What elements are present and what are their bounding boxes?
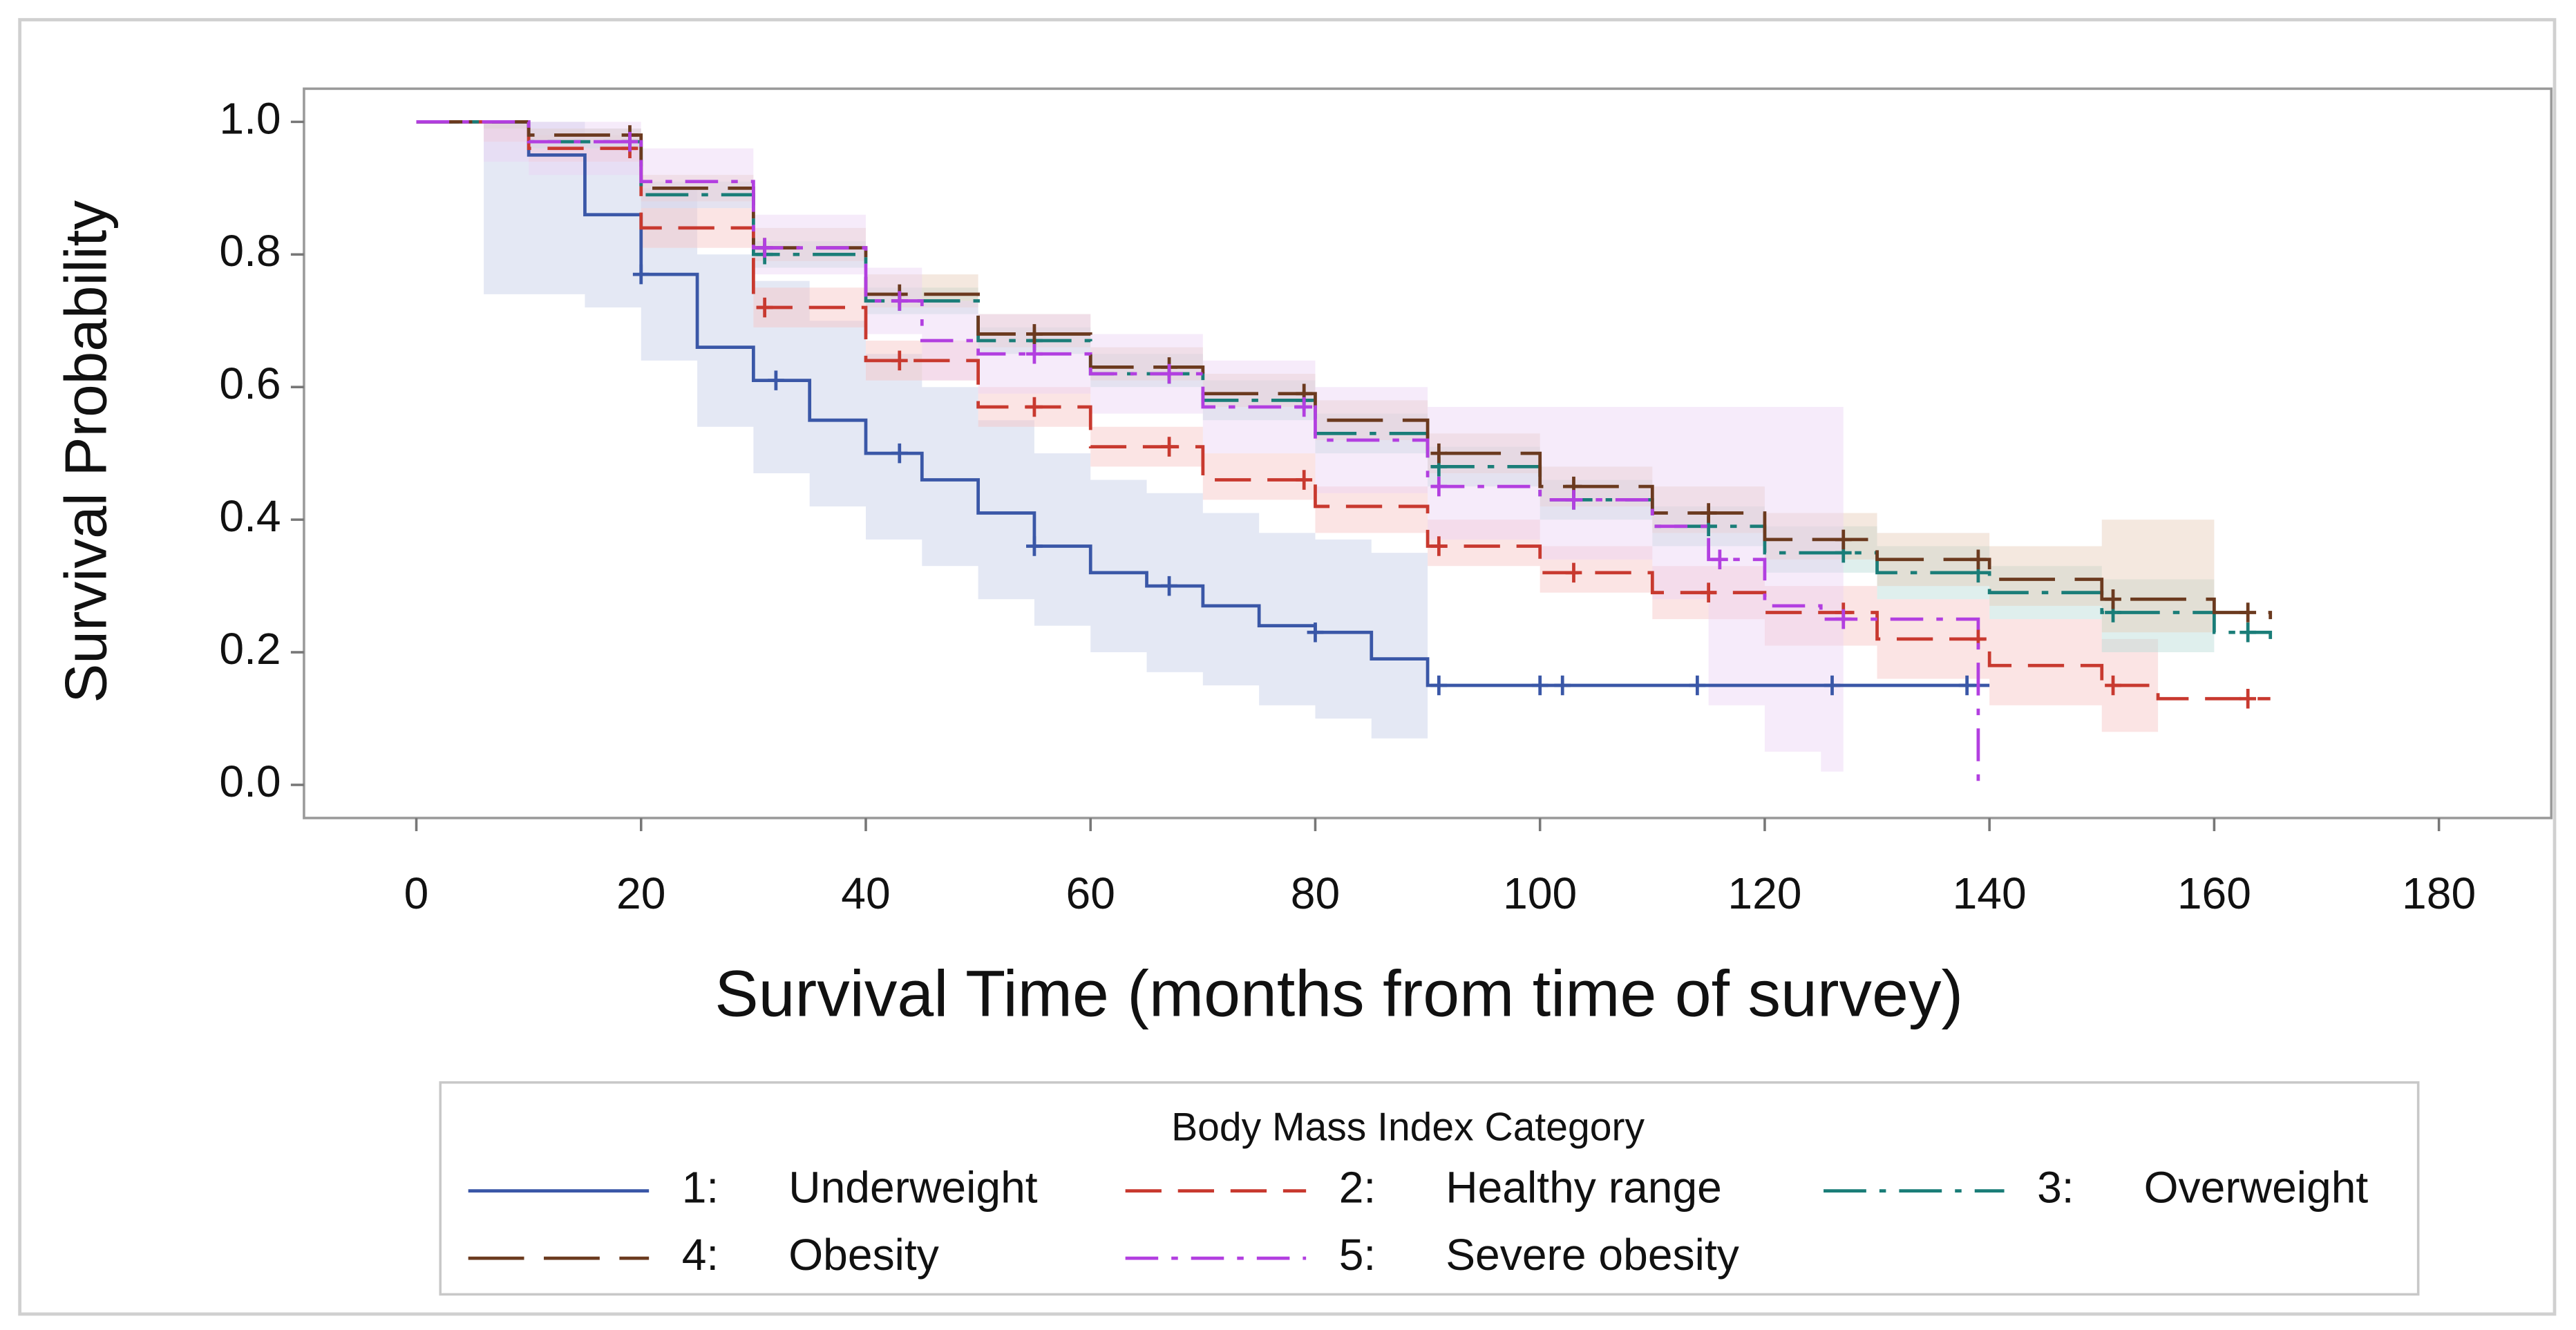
legend-key: 1:	[682, 1163, 719, 1213]
censor-mark	[1161, 437, 1177, 457]
x-tick-label: 100	[1503, 868, 1577, 918]
censor-mark	[756, 297, 773, 318]
legend-title: Body Mass Index Category	[1171, 1105, 1645, 1150]
survival-curve	[416, 120, 2273, 639]
censor-mark	[2239, 688, 2257, 709]
censor-mark	[1026, 324, 1043, 344]
y-tick-label: 0.6	[219, 359, 281, 408]
censor-mark	[1970, 549, 1987, 569]
censor-mark	[1161, 363, 1177, 384]
plot-frame	[303, 87, 2553, 819]
censor-mark	[1430, 443, 1448, 464]
confidence-band	[484, 122, 2215, 686]
censor-mark	[1161, 576, 1177, 596]
censor-mark	[1531, 675, 1549, 696]
censor-mark	[1296, 470, 1313, 490]
censor-mark	[1700, 503, 1717, 523]
censor-mark	[1835, 609, 1852, 629]
x-tick-label: 40	[841, 868, 890, 918]
censor-mark	[1824, 675, 1841, 696]
x-tick-label: 140	[1953, 868, 2027, 918]
censor-mark	[756, 238, 773, 258]
censor-mark	[1689, 675, 1706, 696]
bands	[484, 122, 2215, 772]
censor-mark	[2239, 602, 2257, 623]
censor-mark	[891, 443, 908, 464]
legend-label: Underweight	[788, 1163, 1038, 1213]
legend-box	[439, 1081, 2420, 1296]
legend-key: 2:	[1339, 1163, 1376, 1213]
x-tick-label: 60	[1066, 868, 1115, 918]
censor-mark	[891, 350, 908, 371]
censor-mark	[1565, 490, 1582, 510]
confidence-band	[484, 122, 2215, 659]
censor-mark	[632, 264, 650, 285]
survival-curve	[416, 120, 2273, 620]
y-tick-label: 0.4	[219, 491, 281, 541]
censor-mark	[1430, 675, 1448, 696]
censor-mark	[1296, 397, 1313, 417]
censor-mark	[621, 131, 638, 152]
x-tick-label: 180	[2402, 868, 2476, 918]
censor-mark	[2105, 589, 2121, 609]
censor-mark	[1711, 549, 1728, 569]
censor-mark	[1565, 562, 1582, 583]
censor-mark	[1958, 675, 1976, 696]
y-axis-label: Survival Probability	[53, 200, 119, 703]
legend-label: Obesity	[788, 1230, 939, 1280]
x-tick-label: 80	[1291, 868, 1340, 918]
legend-label: Healthy range	[1446, 1163, 1722, 1213]
censor-mark	[768, 370, 784, 390]
x-tick-label: 160	[2177, 868, 2251, 918]
y-tick-label: 0.2	[219, 624, 281, 674]
legend-label: Severe obesity	[1446, 1230, 1739, 1280]
censor-mark	[1430, 536, 1448, 556]
x-tick-label: 20	[616, 868, 665, 918]
censor-mark	[1700, 582, 1717, 602]
confidence-band	[484, 122, 1844, 772]
legend-label: Overweight	[2144, 1163, 2369, 1213]
y-tick-label: 0.0	[219, 757, 281, 806]
survival-curve	[416, 120, 2271, 701]
censor-mark	[2105, 675, 2121, 696]
censor-mark	[1554, 675, 1571, 696]
x-axis-label: Survival Time (months from time of surve…	[714, 958, 1963, 1031]
y-tick-label: 1.0	[219, 93, 281, 143]
x-tick-label: 120	[1727, 868, 1801, 918]
confidence-band	[484, 122, 2159, 766]
censor-mark	[1307, 623, 1324, 643]
censor-mark	[891, 291, 908, 311]
lines	[416, 120, 2273, 785]
censor-mark	[1026, 343, 1043, 364]
confidence-band	[484, 122, 1428, 752]
legend-key: 4:	[682, 1230, 719, 1280]
censor-mark	[2239, 623, 2257, 643]
legend-key: 3:	[2037, 1163, 2074, 1213]
legend-key: 5:	[1339, 1230, 1376, 1280]
censor-mark	[1835, 529, 1852, 550]
censor-mark	[1430, 476, 1448, 497]
x-tick-label: 0	[404, 868, 429, 918]
y-tick-label: 0.8	[219, 226, 281, 276]
censor-mark	[1026, 536, 1043, 556]
survival-curve	[416, 120, 1980, 785]
censor-mark	[1026, 397, 1043, 417]
